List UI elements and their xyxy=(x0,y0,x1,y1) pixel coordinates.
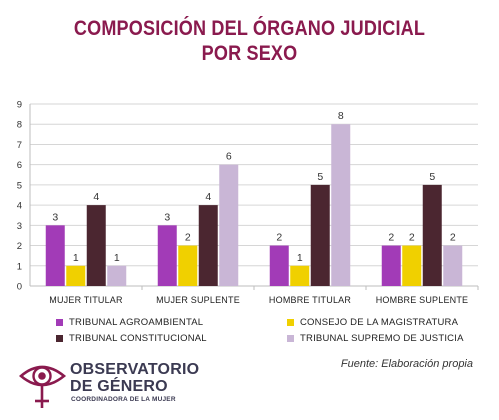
y-tick-label: 3 xyxy=(17,221,22,232)
legend-swatch-constitucional xyxy=(56,334,63,342)
bar xyxy=(381,245,401,286)
chart-title-line-2: POR SEXO xyxy=(201,42,298,65)
bar-value-label: 4 xyxy=(93,191,99,203)
bar xyxy=(269,245,289,286)
bar-value-label: 6 xyxy=(226,151,232,163)
bar xyxy=(66,265,86,286)
bar xyxy=(86,205,106,286)
x-category-label: MUJER TITULAR xyxy=(49,295,123,305)
legend-label-constitucional: TRIBUNAL CONSTITUCIONAL xyxy=(69,332,207,344)
legend-item-constitucional: TRIBUNAL CONSTITUCIONAL xyxy=(56,332,207,344)
chart-title-line-1: COMPOSICIÓN DEL ÓRGANO JUDICIAL xyxy=(73,17,426,40)
legend-swatch-agroambiental xyxy=(56,318,63,326)
bar-value-label: 3 xyxy=(164,211,170,223)
bar-value-label: 2 xyxy=(450,232,456,244)
y-tick-label: 8 xyxy=(17,120,22,131)
y-tick-label: 0 xyxy=(17,282,22,293)
bar xyxy=(45,225,65,286)
legend-swatch-magistratura xyxy=(287,318,294,326)
bar xyxy=(443,245,463,286)
bar xyxy=(219,164,239,286)
logo-line-2: DE GÉNERO xyxy=(70,378,168,395)
bar xyxy=(331,124,351,286)
bar-value-label: 1 xyxy=(73,252,79,264)
legend-item-agroambiental: TRIBUNAL AGROAMBIENTAL xyxy=(56,316,203,328)
y-tick-label: 5 xyxy=(17,180,22,191)
bar xyxy=(290,265,310,286)
legend-item-supremo: TRIBUNAL SUPREMO DE JUSTICIA xyxy=(287,332,464,344)
bar xyxy=(402,245,422,286)
bar-value-label: 5 xyxy=(317,171,323,183)
bar-value-label: 1 xyxy=(297,252,303,264)
eye-venus-icon xyxy=(19,365,67,408)
x-category-label: HOMBRE TITULAR xyxy=(269,295,351,305)
bar xyxy=(157,225,177,286)
bar xyxy=(107,265,127,286)
y-tick-label: 9 xyxy=(17,100,22,111)
logo-line-1: OBSERVATORIO xyxy=(70,361,200,378)
bar-value-label: 2 xyxy=(409,232,415,244)
source-note: Fuente: Elaboración propia xyxy=(340,358,473,370)
bar-chart: 0 1 2 3 4 5 6 7 8 9 3 1 4 1 MUJER TITULAR 3 2 4 6 MUJER SUP… xyxy=(17,100,479,305)
bar xyxy=(178,245,198,286)
x-category-label: MUJER SUPLENTE xyxy=(156,295,240,305)
legend-item-magistratura: CONSEJO DE LA MAGISTRATURA xyxy=(287,316,458,328)
bar-value-label: 2 xyxy=(276,232,282,244)
bar-value-label: 1 xyxy=(114,252,120,264)
y-tick-label: 2 xyxy=(17,241,22,252)
y-tick-label: 4 xyxy=(17,201,22,212)
observatorio-logo: OBSERVATORIO DE GÉNERO COORDINADORA DE L… xyxy=(18,356,199,412)
y-tick-label: 6 xyxy=(17,160,22,171)
bar-value-label: 4 xyxy=(205,191,211,203)
bar xyxy=(422,184,442,286)
legend-label-agroambiental: TRIBUNAL AGROAMBIENTAL xyxy=(69,316,204,328)
x-category-label: HOMBRE SUPLENTE xyxy=(376,295,469,305)
bar-value-label: 5 xyxy=(429,171,435,183)
bar xyxy=(310,184,330,286)
legend-label-supremo: TRIBUNAL SUPREMO DE JUSTICIA xyxy=(300,332,464,344)
logo-line-3: COORDINADORA DE LA MUJER xyxy=(71,396,176,403)
bar-value-label: 3 xyxy=(52,211,58,223)
bar xyxy=(198,205,218,286)
bar-value-label: 2 xyxy=(388,232,394,244)
bar-value-label: 8 xyxy=(338,110,344,122)
legend-swatch-supremo xyxy=(287,334,294,342)
legend-label-magistratura: CONSEJO DE LA MAGISTRATURA xyxy=(300,316,459,328)
bar-value-label: 2 xyxy=(185,232,191,244)
y-tick-label: 1 xyxy=(17,261,22,272)
y-tick-label: 7 xyxy=(17,140,22,151)
